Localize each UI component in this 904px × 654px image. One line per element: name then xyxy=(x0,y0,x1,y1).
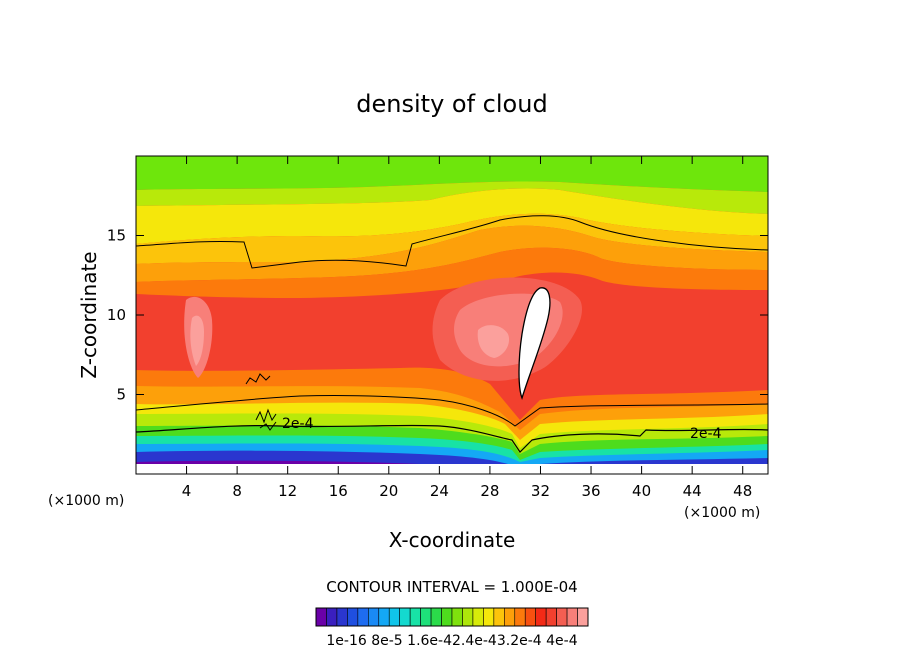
plot-area xyxy=(136,156,768,474)
x-tick-label: 8 xyxy=(232,482,242,500)
contour-line-top xyxy=(136,215,768,269)
x-tick-label: 44 xyxy=(683,482,702,500)
contour-line-lower xyxy=(136,394,768,427)
colorbar-swatch xyxy=(388,607,400,627)
band-green-top xyxy=(136,156,768,192)
pink-core-right-inner xyxy=(477,325,510,358)
contour-label-2: 2e-4 xyxy=(690,426,722,442)
contour-label-1: 2e-4 xyxy=(282,416,314,432)
y-tick-label: 5 xyxy=(116,386,126,404)
x-tick-label: 12 xyxy=(278,482,297,500)
colorbar-swatch xyxy=(514,607,526,627)
colorbar-swatch xyxy=(368,607,380,627)
pink-core-left-inner xyxy=(190,315,204,366)
y-tick-label: 10 xyxy=(107,306,126,324)
x-tick-label: 16 xyxy=(329,482,348,500)
x-tick-label: 28 xyxy=(480,482,499,500)
colorbar-swatch xyxy=(315,607,327,627)
cloud-max-region xyxy=(518,287,551,400)
colorbar-swatch xyxy=(472,607,484,627)
colorbar-swatch xyxy=(409,607,421,627)
colorbar-swatch xyxy=(566,607,578,627)
x-tick-label: 20 xyxy=(379,482,398,500)
colorbar-swatch xyxy=(524,607,536,627)
x-tick-label: 32 xyxy=(531,482,550,500)
x-tick-label: 36 xyxy=(581,482,600,500)
colorbar-swatch xyxy=(545,607,557,627)
chart-title: density of cloud xyxy=(356,90,547,118)
band-bottom-white xyxy=(136,464,768,474)
colorbar-swatch xyxy=(347,607,359,627)
colorbar-frame xyxy=(315,607,589,627)
colorbar-swatch xyxy=(493,607,505,627)
colorbar-swatch xyxy=(462,607,474,627)
colorbar-swatch xyxy=(420,607,432,627)
band-orange-3 xyxy=(136,247,768,298)
colorbar-labels: 1e-16 8e-5 1.6e-42.4e-43.2e-4 4e-4 xyxy=(326,633,577,649)
x-axis-label: X-coordinate xyxy=(389,528,516,552)
colorbar-swatch xyxy=(336,607,348,627)
colorbar-swatch xyxy=(451,607,463,627)
band-yellow xyxy=(136,188,768,244)
x-axis-ticks: 4 8 12 16 20 24 28 32 36 40 44 48 xyxy=(182,156,752,500)
colorbar-swatch xyxy=(535,607,547,627)
x-tick-label: 40 xyxy=(632,482,651,500)
colorbar-swatch xyxy=(430,607,442,627)
y-tick-label: 15 xyxy=(107,227,126,245)
colorbar-swatch xyxy=(577,607,589,627)
colorbar-swatch xyxy=(483,607,495,627)
x-unit-left: (×1000 m) xyxy=(48,493,124,509)
colorbar-swatch xyxy=(399,607,411,627)
x-unit-right: (×1000 m) xyxy=(684,505,760,521)
contour-interval: CONTOUR INTERVAL = 1.000E-04 xyxy=(326,578,577,596)
colorbar-swatch xyxy=(556,607,568,627)
colorbar-swatch xyxy=(504,607,516,627)
colorbar xyxy=(315,607,589,627)
colorbar-swatch xyxy=(378,607,390,627)
y-axis-ticks: 5 10 15 xyxy=(107,227,768,404)
band-orange-1 xyxy=(136,213,768,264)
colorbar-swatch xyxy=(441,607,453,627)
x-tick-label: 24 xyxy=(430,482,449,500)
x-tick-label: 48 xyxy=(733,482,752,500)
x-tick-label: 4 xyxy=(182,482,192,500)
band-yellowgreen xyxy=(136,181,768,214)
band-orange-2 xyxy=(136,225,768,282)
colorbar-swatch xyxy=(326,607,338,627)
colorbar-swatch xyxy=(357,607,369,627)
y-axis-label: Z-coordinate xyxy=(77,251,101,378)
contour-noise xyxy=(245,373,277,431)
contour-line-2e-4 xyxy=(136,424,768,453)
